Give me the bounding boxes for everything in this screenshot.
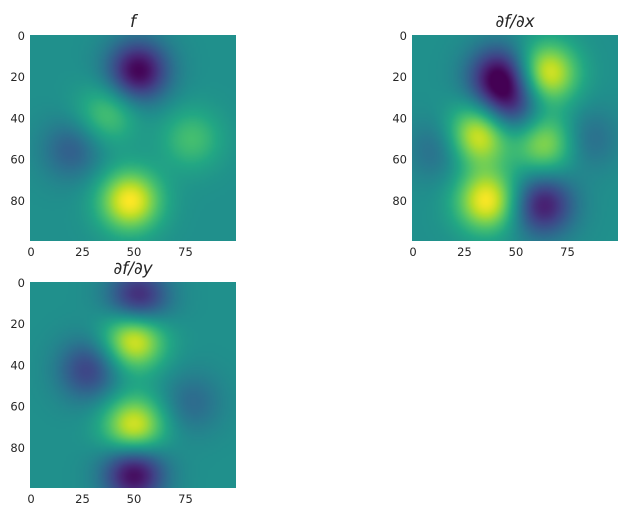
y-tick-label: 40 — [10, 111, 25, 125]
y-tick-label: 0 — [400, 29, 407, 43]
x-tick-label: 75 — [178, 245, 193, 259]
x-tick-label: 75 — [178, 492, 193, 506]
x-tick-label: 50 — [127, 245, 142, 259]
panel-title-dfdx: ∂f/∂x — [495, 12, 535, 32]
y-tick-label: 80 — [10, 441, 25, 455]
x-tick-label: 50 — [509, 245, 524, 259]
heatmap-dfdy — [30, 282, 236, 488]
x-tick-label: 0 — [27, 492, 34, 506]
y-tick-label: 60 — [10, 400, 25, 414]
y-tick-label: 60 — [10, 153, 25, 167]
heatmap-f — [30, 35, 236, 241]
panel-title-f: f — [130, 12, 139, 32]
y-tick-label: 20 — [392, 70, 407, 84]
x-tick-label: 25 — [457, 245, 472, 259]
panel-dfdx: ∂f/∂x 0 25 50 75 0 20 40 60 80 — [392, 12, 618, 259]
axis-ticks-dfdy: 0 25 50 75 0 20 40 60 80 — [10, 276, 192, 506]
x-tick-label: 0 — [27, 245, 34, 259]
axis-ticks-dfdx: 0 25 50 75 0 20 40 60 80 — [392, 29, 574, 259]
x-tick-label: 25 — [75, 245, 90, 259]
y-tick-label: 80 — [392, 194, 407, 208]
x-tick-label: 0 — [409, 245, 416, 259]
x-tick-label: 75 — [560, 245, 575, 259]
y-tick-label: 40 — [10, 358, 25, 372]
panel-title-dfdy: ∂f/∂y — [113, 259, 153, 279]
y-tick-label: 20 — [10, 317, 25, 331]
panel-f: f 0 25 50 75 0 20 40 60 80 — [10, 12, 236, 259]
heatmap-dfdx — [412, 35, 618, 241]
y-tick-label: 40 — [392, 111, 407, 125]
y-tick-label: 0 — [18, 29, 25, 43]
y-tick-label: 20 — [10, 70, 25, 84]
axis-ticks-f: 0 25 50 75 0 20 40 60 80 — [10, 29, 192, 259]
x-tick-label: 25 — [75, 492, 90, 506]
x-tick-label: 50 — [127, 492, 142, 506]
y-tick-label: 0 — [18, 276, 25, 290]
panel-dfdy: ∂f/∂y 0 25 50 75 0 20 40 60 80 — [10, 259, 236, 506]
y-tick-label: 80 — [10, 194, 25, 208]
y-tick-label: 60 — [392, 153, 407, 167]
